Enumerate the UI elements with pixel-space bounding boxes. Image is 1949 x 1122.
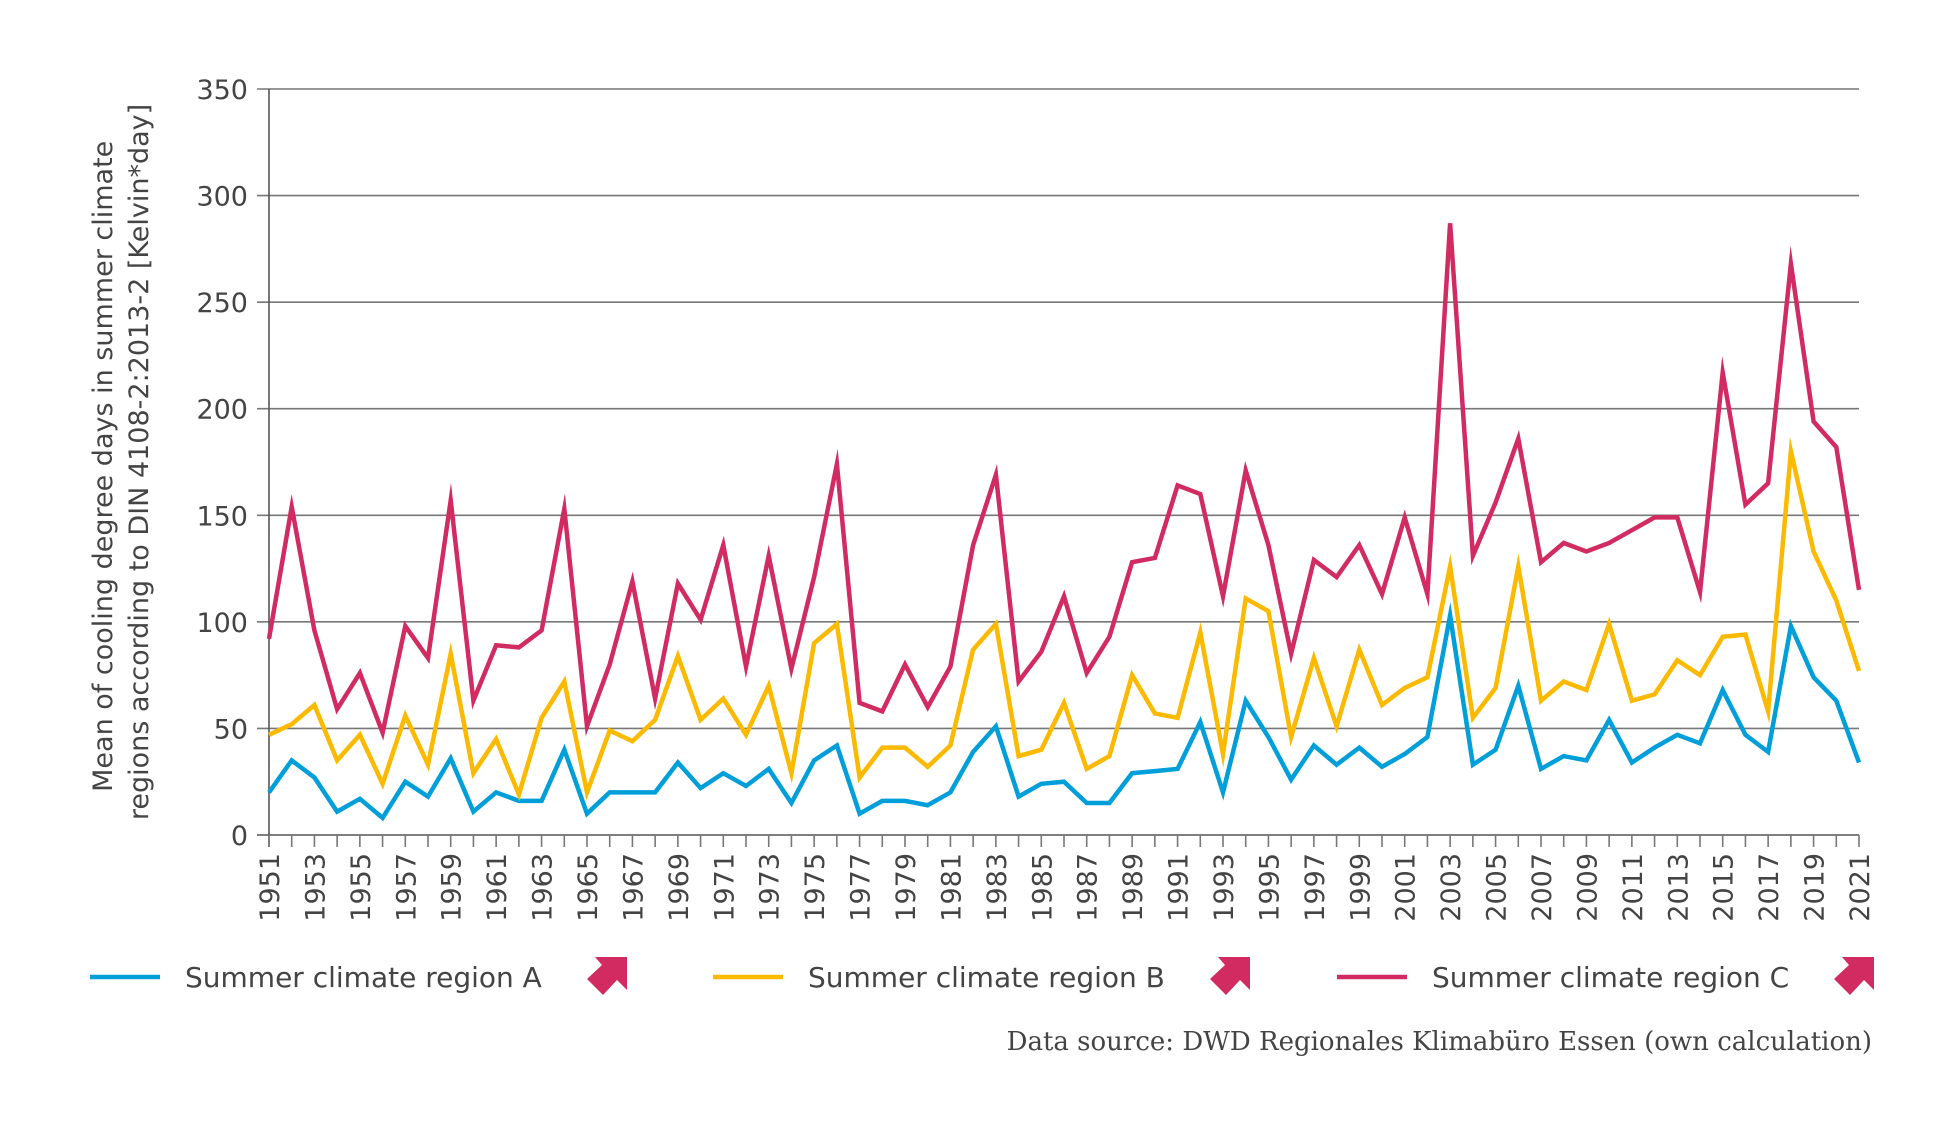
data-source-note: Data source: DWD Regionales Klimabüro Es… — [1007, 1027, 1872, 1057]
x-tick-label: 2015 — [1709, 853, 1740, 922]
x-tick-label: 1967 — [618, 853, 649, 922]
x-tick-label: 1959 — [437, 853, 468, 922]
y-tick-label: 150 — [196, 501, 248, 532]
x-tick-label: 1961 — [482, 853, 513, 922]
x-tick-label: 1995 — [1254, 853, 1285, 922]
series-line-a — [267, 602, 1862, 822]
x-tick-label: 1999 — [1345, 853, 1376, 922]
y-axis-label-line-1: Mean of cooling degree days in summer cl… — [88, 141, 119, 792]
x-tick-label: 1975 — [800, 853, 831, 922]
x-tick-label: 1965 — [573, 853, 604, 922]
x-tick-label: 1973 — [755, 853, 786, 922]
legend-label: Summer climate region A — [185, 961, 542, 994]
legend-item-b: Summer climate region B — [713, 957, 1250, 995]
x-tick-label: 1989 — [1118, 853, 1149, 922]
x-tick-label: 2011 — [1618, 853, 1649, 922]
x-tick-label: 1993 — [1209, 853, 1240, 922]
x-tick-label: 1983 — [982, 853, 1013, 922]
x-tick-label: 1981 — [936, 853, 967, 922]
x-tick-label: 1951 — [255, 853, 286, 922]
x-tick-label: 1969 — [664, 853, 695, 922]
x-tick-label: 2013 — [1663, 853, 1694, 922]
x-tick-label: 1953 — [300, 853, 331, 922]
y-tick-label: 250 — [196, 288, 248, 319]
legend-item-c: Summer climate region C — [1337, 957, 1874, 995]
x-tick-label: 2001 — [1391, 853, 1422, 922]
y-tick-label: 300 — [196, 182, 248, 213]
series-line-c — [266, 223, 1862, 741]
y-tick-label: 50 — [214, 714, 248, 745]
trend-arrow-icon — [1834, 957, 1874, 995]
x-tick-label: 1955 — [346, 853, 377, 922]
legend-item-a: Summer climate region A — [90, 957, 627, 995]
legend-label: Summer climate region B — [808, 961, 1165, 994]
gridlines — [257, 88, 1859, 847]
x-tick-label: 2003 — [1436, 853, 1467, 922]
x-tick-label: 1997 — [1300, 853, 1331, 922]
y-axis-label: Mean of cooling degree days in summer cl… — [88, 104, 155, 820]
x-tick-label: 2017 — [1754, 853, 1785, 922]
x-tick-label: 1977 — [846, 853, 877, 922]
x-tick-label: 1971 — [709, 853, 740, 922]
trend-arrow-icon — [1210, 957, 1250, 995]
x-tick-label: 1979 — [891, 853, 922, 922]
x-tick-label: 1987 — [1073, 853, 1104, 922]
x-tick-label: 2005 — [1482, 853, 1513, 922]
x-tick-label: 2007 — [1527, 853, 1558, 922]
x-tick-label: 2009 — [1572, 853, 1603, 922]
x-tick-label: 1963 — [528, 853, 559, 922]
y-tick-label: 100 — [196, 608, 248, 639]
x-tick-label: 2021 — [1845, 853, 1876, 922]
y-tick-label: 0 — [231, 821, 248, 852]
series-lines — [266, 223, 1862, 822]
y-tick-label: 200 — [196, 395, 248, 426]
y-axis-ticks: 0 50 100 150 200 250 300 350 — [196, 75, 248, 852]
x-axis: 1951 1953 1955 1957 1959 1961 1963 1965 1967 1969… — [255, 835, 1876, 922]
x-tick-label: 1957 — [391, 853, 422, 922]
trend-arrow-icon — [587, 957, 627, 995]
y-axis-label-line-2: regions according to DIN 4108-2:2013-2 [… — [124, 104, 155, 820]
legend: Summer climate region A Summer climate re… — [90, 957, 1874, 995]
x-tick-label: 2019 — [1800, 853, 1831, 922]
legend-label: Summer climate region C — [1432, 961, 1789, 994]
series-line-b — [268, 436, 1862, 802]
y-tick-label: 350 — [196, 75, 248, 106]
x-tick-label: 1991 — [1164, 853, 1195, 922]
x-tick-label: 1985 — [1027, 853, 1058, 922]
